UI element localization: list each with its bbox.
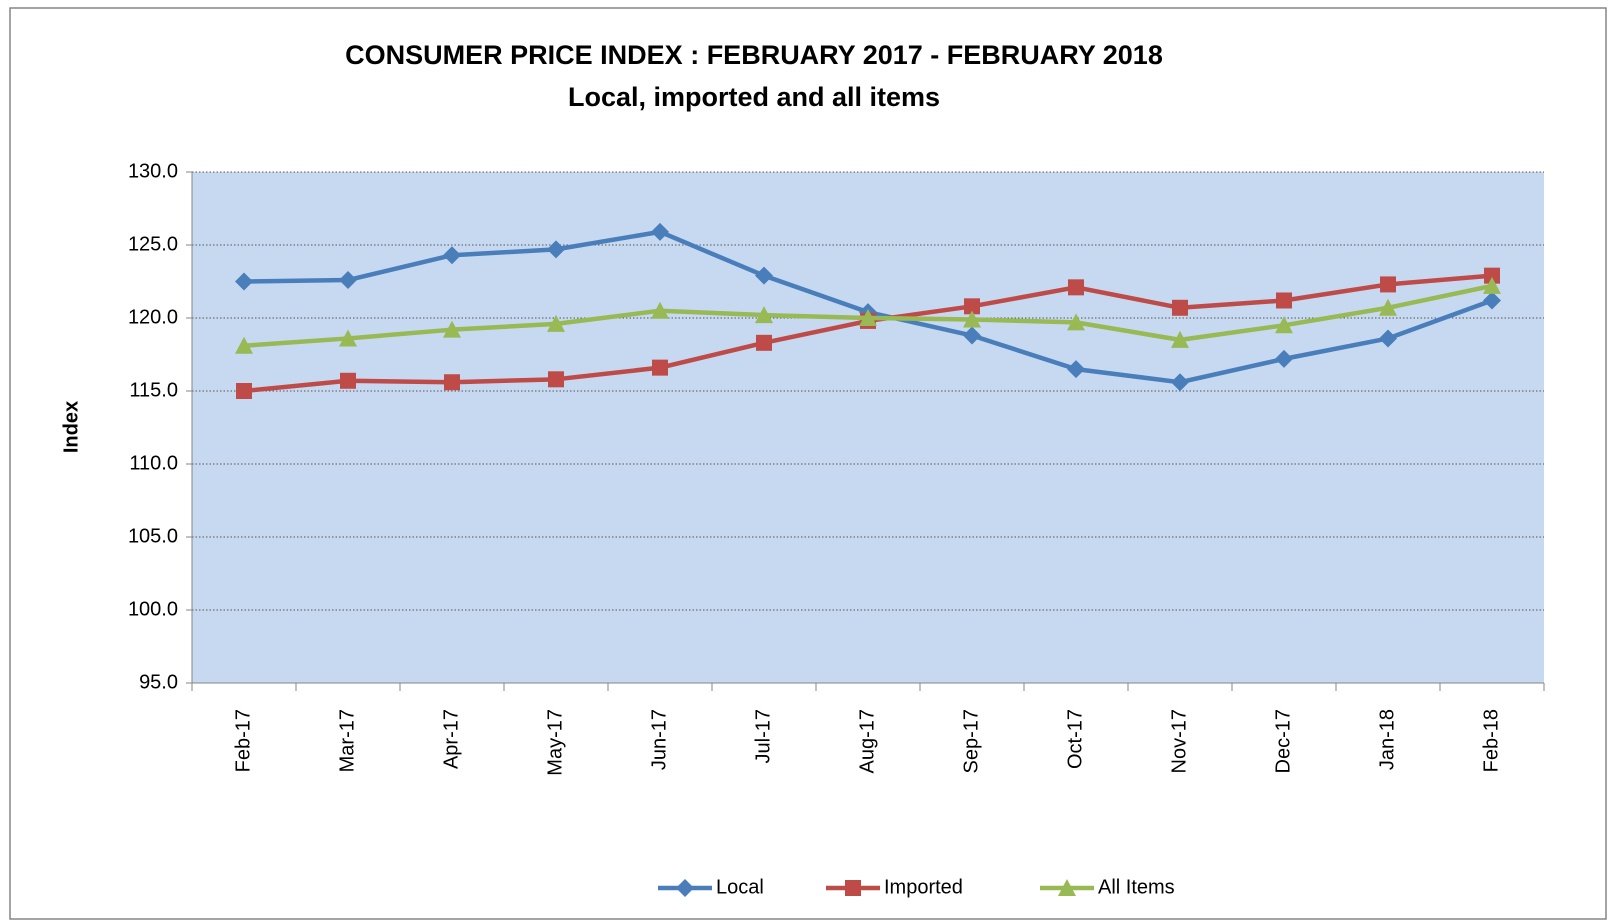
x-tick-label: Sep-17 bbox=[960, 709, 982, 774]
point bbox=[1171, 330, 1189, 348]
legend-marker bbox=[676, 879, 694, 897]
legend-marker bbox=[1058, 879, 1076, 896]
x-tick-label: Apr-17 bbox=[440, 709, 462, 769]
point bbox=[1379, 298, 1397, 316]
chart-title: CONSUMER PRICE INDEX : FEBRUARY 2017 - F… bbox=[345, 40, 1163, 70]
legend-label: Local bbox=[716, 876, 764, 898]
point bbox=[1484, 267, 1500, 284]
x-tick-label: Feb-17 bbox=[232, 709, 254, 772]
point bbox=[651, 301, 669, 319]
y-tick-label: 130.0 bbox=[128, 160, 178, 182]
x-tick-label: Aug-17 bbox=[856, 709, 878, 774]
legend-label: All Items bbox=[1098, 876, 1175, 898]
point bbox=[963, 326, 981, 345]
point bbox=[1068, 279, 1084, 296]
point bbox=[548, 371, 564, 388]
point bbox=[443, 320, 461, 338]
point bbox=[1483, 276, 1501, 294]
x-tick-label: Jun-17 bbox=[648, 709, 670, 770]
point bbox=[339, 271, 357, 290]
point bbox=[1276, 292, 1292, 309]
y-tick-label: 120.0 bbox=[128, 306, 178, 328]
x-tick-label: Mar-17 bbox=[336, 709, 358, 772]
x-tick-label: Feb-18 bbox=[1480, 709, 1502, 772]
point bbox=[235, 336, 253, 354]
y-tick-label: 125.0 bbox=[128, 233, 178, 255]
point bbox=[755, 266, 773, 285]
x-tick-label: Jan-18 bbox=[1376, 709, 1398, 770]
point bbox=[755, 306, 773, 324]
y-tick-label: 105.0 bbox=[128, 525, 178, 547]
point bbox=[1483, 291, 1501, 310]
point bbox=[339, 329, 357, 347]
point bbox=[756, 334, 772, 351]
point bbox=[1067, 360, 1085, 379]
point bbox=[1379, 329, 1397, 348]
point bbox=[547, 240, 565, 259]
point bbox=[1172, 299, 1188, 316]
point bbox=[859, 309, 877, 326]
y-tick-label: 100.0 bbox=[128, 598, 178, 620]
y-tick-label: 110.0 bbox=[129, 452, 178, 474]
point bbox=[964, 298, 980, 315]
point bbox=[652, 359, 668, 376]
point bbox=[1380, 276, 1396, 293]
y-tick-label: 95.0 bbox=[139, 671, 178, 693]
point bbox=[963, 310, 981, 328]
x-tick-label: Nov-17 bbox=[1168, 709, 1190, 773]
point bbox=[547, 314, 565, 332]
point bbox=[235, 272, 253, 291]
point bbox=[1067, 313, 1085, 331]
point bbox=[1275, 349, 1293, 368]
legend-label: Imported bbox=[884, 876, 963, 898]
y-tick-label: 115.0 bbox=[129, 379, 178, 401]
x-tick-label: Dec-17 bbox=[1272, 709, 1294, 773]
point bbox=[340, 372, 356, 389]
y-axis-label: Index bbox=[60, 401, 82, 453]
point bbox=[236, 383, 252, 399]
x-tick-label: May-17 bbox=[544, 709, 566, 776]
chart-subtitle: Local, imported and all items bbox=[568, 82, 940, 112]
point bbox=[444, 374, 460, 391]
point bbox=[1171, 373, 1189, 392]
x-tick-label: Oct-17 bbox=[1064, 709, 1086, 769]
x-tick-label: Jul-17 bbox=[752, 709, 774, 763]
point bbox=[443, 246, 461, 265]
point bbox=[651, 222, 669, 241]
legend-marker bbox=[845, 880, 861, 896]
point bbox=[1275, 316, 1293, 334]
plot-area bbox=[192, 172, 1544, 683]
